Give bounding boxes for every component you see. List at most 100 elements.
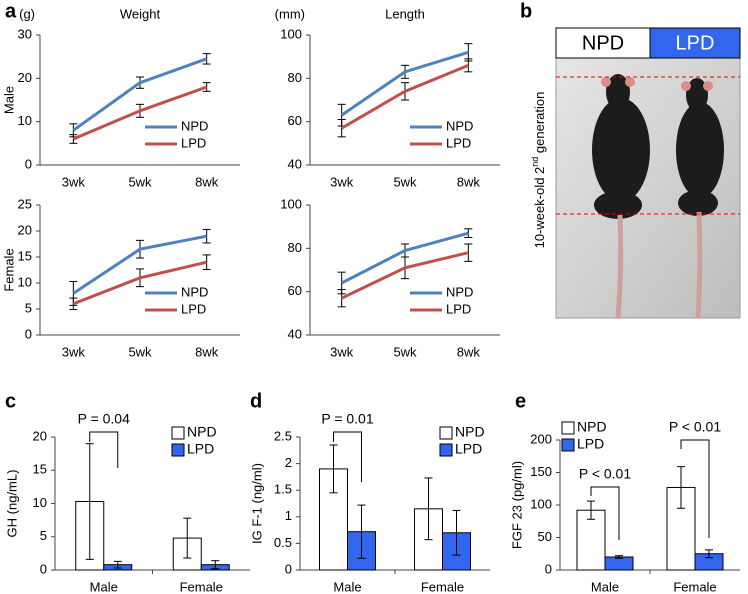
legend-label: LPD	[446, 135, 471, 150]
y-tick-label: 15	[33, 462, 47, 477]
significance-bracket	[590, 486, 620, 540]
legend-swatch	[171, 443, 185, 457]
panel-label: a	[5, 0, 17, 22]
legend-label: LPD	[446, 301, 471, 316]
y-tick-label: 2.5	[274, 428, 292, 443]
bar	[604, 556, 634, 571]
x-tick-label: Female	[421, 579, 464, 594]
series-line	[340, 231, 469, 285]
caption-part: generation	[532, 92, 547, 157]
x-tick-label: 3wk	[62, 174, 86, 189]
y-tick-label: 10	[33, 495, 47, 510]
y-tick-label: 0	[25, 326, 32, 341]
y-tick-label: 2	[285, 455, 292, 470]
series-line	[72, 234, 207, 295]
row-label: Female	[1, 248, 16, 291]
legend-swatch	[561, 438, 575, 452]
row-label: Male	[1, 86, 16, 114]
y-tick-label: 150	[530, 464, 552, 479]
y-unit: (mm)	[275, 6, 305, 21]
y-tick-label: 10	[18, 113, 32, 128]
caption-sup: nd	[530, 157, 540, 167]
ears	[601, 77, 713, 91]
y-axis-title: FGF 23 (pg/ml)	[509, 461, 524, 549]
y-tick-label: 50	[538, 529, 552, 544]
y-tick-label: 200	[530, 431, 552, 446]
legend-label: LPD	[455, 441, 482, 457]
annotation: P = 0.01	[321, 411, 374, 427]
x-tick-label: 8wk	[195, 344, 219, 359]
series-line	[72, 57, 208, 132]
caption-part: 10-week-old 2	[532, 167, 547, 249]
photo-caption: 10-week-old 2nd generation	[530, 92, 547, 249]
legend-label: NPD	[446, 118, 473, 133]
y-tick-label: 40	[288, 326, 302, 341]
legend-swatch	[439, 426, 453, 440]
legend-label: NPD	[181, 284, 208, 299]
x-tick-label: 3wk	[330, 344, 354, 359]
x-tick-label: 8wk	[195, 174, 219, 189]
series-line	[340, 50, 469, 117]
group-label: LPD	[676, 32, 715, 54]
y-tick-label: 0	[545, 561, 552, 576]
x-tick-label: Male	[90, 579, 118, 594]
y-tick-label: 10	[18, 274, 32, 289]
series-line	[72, 85, 208, 141]
y-tick-label: 0.5	[274, 535, 292, 550]
y-tick-label: 15	[18, 248, 32, 263]
legend-label: LPD	[187, 441, 214, 457]
x-tick-label: Male	[333, 579, 361, 594]
legend-swatch	[561, 421, 575, 435]
x-tick-label: Male	[591, 579, 619, 594]
legend-label: NPD	[577, 419, 607, 435]
chart-title: Length	[385, 6, 425, 21]
legend-label: LPD	[181, 301, 206, 316]
tails	[615, 211, 703, 319]
x-tick-label: 8wk	[457, 344, 481, 359]
y-tick-label: 80	[288, 70, 302, 85]
y-unit: (g)	[19, 6, 35, 21]
y-tick-label: 0	[25, 156, 32, 171]
y-tick-label: 1.5	[274, 482, 292, 497]
chart-title: Weight	[120, 6, 161, 21]
y-tick-label: 5	[40, 528, 47, 543]
bar	[576, 509, 606, 571]
y-axis-title: IG F-1 (ng/ml)	[249, 463, 264, 544]
y-tick-label: 100	[280, 196, 302, 211]
legend-swatch	[439, 443, 453, 457]
x-tick-label: 5wk	[393, 344, 417, 359]
annotation: P < 0.01	[579, 466, 632, 482]
legend-label: LPD	[181, 135, 206, 150]
y-tick-label: 80	[288, 240, 302, 255]
x-tick-label: 3wk	[62, 344, 86, 359]
legend-label: NPD	[181, 118, 208, 133]
significance-bracket	[680, 439, 710, 538]
x-tick-label: Female	[673, 579, 716, 594]
annotation: P < 0.01	[669, 419, 722, 435]
y-axis-title: GH (ng/mL)	[4, 470, 19, 538]
panel-label: c	[5, 390, 16, 412]
y-tick-label: 5	[25, 300, 32, 315]
y-tick-label: 0	[40, 561, 47, 576]
x-tick-label: 5wk	[128, 344, 152, 359]
x-tick-label: 5wk	[128, 174, 152, 189]
series-line	[341, 251, 469, 300]
legend-label: NPD	[187, 424, 217, 440]
x-tick-label: 5wk	[393, 174, 417, 189]
significance-bracket	[89, 431, 119, 468]
y-tick-label: 30	[18, 26, 32, 41]
panel-label: e	[515, 390, 526, 412]
y-tick-label: 25	[18, 196, 32, 211]
series-line	[340, 63, 469, 130]
y-tick-label: 20	[33, 428, 47, 443]
y-tick-label: 100	[280, 26, 302, 41]
y-tick-label: 20	[18, 70, 32, 85]
legend-swatch	[171, 426, 185, 440]
y-tick-label: 1	[285, 508, 292, 523]
x-tick-label: 8wk	[457, 174, 481, 189]
mouse	[592, 74, 724, 219]
legend-label: NPD	[446, 284, 473, 299]
legend-label: LPD	[577, 436, 604, 452]
y-tick-label: 0	[285, 561, 292, 576]
